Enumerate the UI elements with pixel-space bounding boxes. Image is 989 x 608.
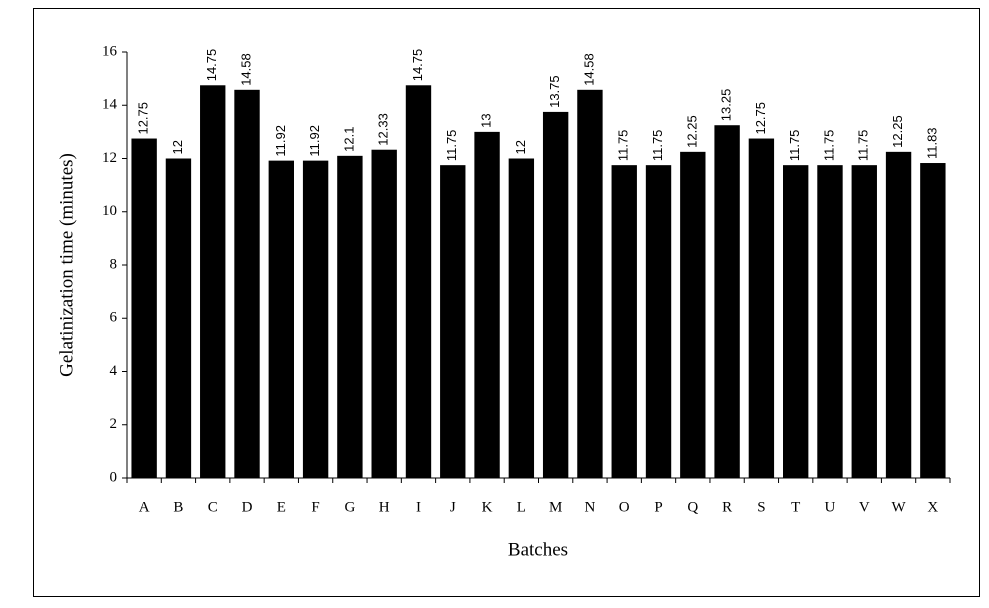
value-label: 11.92 bbox=[307, 125, 322, 157]
x-tick-label: X bbox=[927, 499, 938, 515]
x-tick-label: U bbox=[825, 499, 836, 515]
bar bbox=[542, 111, 569, 478]
x-tick-label: F bbox=[311, 499, 319, 515]
x-tick-label: V bbox=[859, 499, 870, 515]
bar bbox=[851, 165, 877, 478]
value-label: 12 bbox=[513, 140, 528, 154]
bar bbox=[714, 125, 740, 478]
y-tick-label: 10 bbox=[102, 203, 117, 219]
x-tick-label: N bbox=[585, 499, 596, 515]
x-tick-label: E bbox=[277, 499, 286, 515]
x-axis-label: Batches bbox=[508, 539, 568, 560]
bar bbox=[748, 138, 775, 478]
x-tick-label: O bbox=[619, 499, 630, 515]
x-tick-label: G bbox=[344, 499, 355, 515]
value-label: 13 bbox=[479, 113, 494, 127]
x-tick-label: S bbox=[757, 499, 765, 515]
x-tick-label: Q bbox=[687, 499, 698, 515]
y-tick-label: 6 bbox=[110, 310, 118, 326]
bar bbox=[302, 160, 329, 478]
y-tick-label: 4 bbox=[110, 363, 118, 379]
bar bbox=[508, 158, 535, 478]
value-label: 14.58 bbox=[238, 53, 253, 86]
value-label: 11.83 bbox=[924, 127, 939, 159]
value-label: 11.75 bbox=[444, 130, 459, 162]
value-label: 11.75 bbox=[616, 130, 631, 162]
x-tick-label: H bbox=[379, 499, 390, 515]
y-tick-label: 8 bbox=[110, 256, 118, 272]
value-label: 11.75 bbox=[856, 130, 871, 162]
value-label: 14.58 bbox=[581, 53, 596, 86]
x-tick-label: P bbox=[654, 499, 662, 515]
value-label: 13.75 bbox=[547, 75, 562, 108]
x-tick-label: B bbox=[173, 499, 183, 515]
value-label: 14.75 bbox=[204, 49, 219, 82]
bar bbox=[200, 85, 226, 478]
bar bbox=[611, 165, 637, 478]
bar bbox=[131, 138, 157, 478]
y-tick-label: 14 bbox=[102, 97, 118, 113]
bar bbox=[474, 131, 500, 478]
x-tick-label: T bbox=[791, 499, 800, 515]
value-label: 11.92 bbox=[273, 125, 288, 157]
y-tick-label: 16 bbox=[102, 43, 118, 59]
value-label: 14.75 bbox=[410, 49, 425, 82]
x-tick-label: A bbox=[139, 499, 150, 515]
x-tick-label: D bbox=[242, 499, 253, 515]
bar bbox=[268, 160, 295, 478]
bar bbox=[645, 165, 672, 478]
y-tick-label: 2 bbox=[110, 416, 118, 432]
bar bbox=[920, 163, 946, 478]
value-label: 12.75 bbox=[136, 102, 151, 135]
value-label: 12 bbox=[170, 140, 185, 154]
x-tick-label: M bbox=[549, 499, 562, 515]
y-axis-label: Gelatinization time (minutes) bbox=[56, 153, 77, 377]
value-label: 13.25 bbox=[719, 89, 734, 122]
bar bbox=[440, 165, 466, 478]
bar bbox=[577, 89, 603, 479]
x-tick-label: K bbox=[482, 499, 493, 515]
x-tick-label: L bbox=[517, 499, 526, 515]
chart-border bbox=[33, 8, 980, 597]
x-tick-label: J bbox=[450, 499, 456, 515]
bar bbox=[234, 89, 260, 479]
bar bbox=[405, 85, 432, 478]
value-label: 12.25 bbox=[890, 115, 905, 148]
bar bbox=[680, 151, 706, 478]
bar bbox=[371, 149, 397, 478]
x-tick-label: I bbox=[416, 499, 421, 515]
value-label: 12.25 bbox=[684, 115, 699, 148]
value-label: 11.75 bbox=[821, 130, 836, 162]
value-label: 12.33 bbox=[376, 113, 391, 146]
bar bbox=[782, 165, 809, 478]
value-label: 12.75 bbox=[753, 102, 768, 135]
bar bbox=[165, 158, 192, 478]
x-tick-label: C bbox=[208, 499, 218, 515]
value-label: 11.75 bbox=[787, 130, 802, 162]
x-tick-label: R bbox=[722, 499, 732, 515]
y-tick-label: 12 bbox=[102, 150, 117, 166]
y-tick-label: 0 bbox=[110, 469, 118, 485]
value-label: 12.1 bbox=[341, 127, 356, 152]
bar bbox=[885, 151, 912, 478]
bar bbox=[817, 165, 843, 478]
x-tick-label: W bbox=[891, 499, 906, 515]
bar bbox=[337, 155, 363, 478]
value-label: 11.75 bbox=[650, 130, 665, 162]
